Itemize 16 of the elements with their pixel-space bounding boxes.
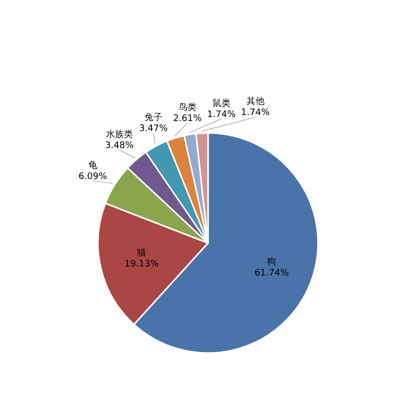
data-label: 3.48% [105,140,134,151]
data-label: 2.61% [173,114,202,124]
data-label: 6.09% [78,172,108,182]
slice-label: 其他 [246,96,264,108]
data-label: 1.74% [241,108,270,118]
slice-label: 龟 [88,160,98,171]
slice-label: 狗 [267,256,276,268]
slice-label: 水族类 [106,128,133,140]
data-label: 1.74% [207,110,236,120]
slice-label: 猫 [137,248,146,259]
slice-label: 鸟类 [178,102,196,114]
slice-label: 鼠类 [212,98,230,109]
data-label: 61.74% [254,268,290,279]
data-label: 19.13% [124,260,160,270]
slice-label: 兔子 [144,112,162,124]
data-label: 3.47% [139,124,168,134]
